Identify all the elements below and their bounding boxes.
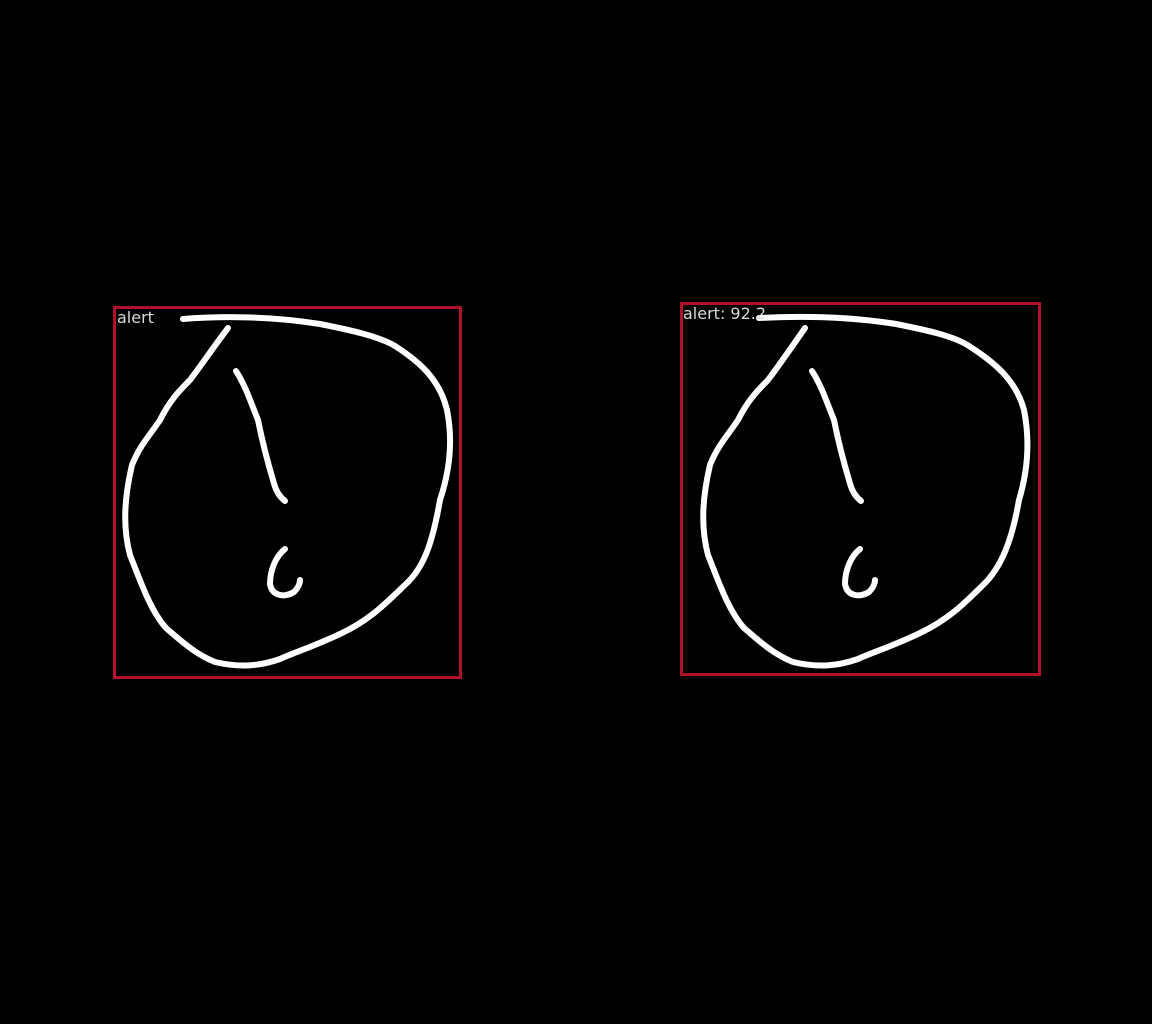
sketch-exclamation-bar <box>809 368 864 504</box>
panel-left: alert <box>113 306 462 679</box>
bounding-box <box>680 302 1041 676</box>
sketch-exclamation-bar <box>233 368 288 504</box>
sketch-outline <box>122 314 454 669</box>
sketch-alert-icon <box>122 314 454 669</box>
box-label: alert: 92.2 <box>683 304 767 323</box>
box-label: alert <box>117 308 154 327</box>
sketch-exclamation-dot <box>842 546 878 599</box>
sketch-outline <box>700 313 1031 669</box>
sketch-alert-icon <box>700 313 1031 669</box>
sketch-exclamation-dot <box>267 546 303 599</box>
bounding-box <box>113 306 462 679</box>
panel-right: alert: 92.2 <box>576 0 1152 1024</box>
